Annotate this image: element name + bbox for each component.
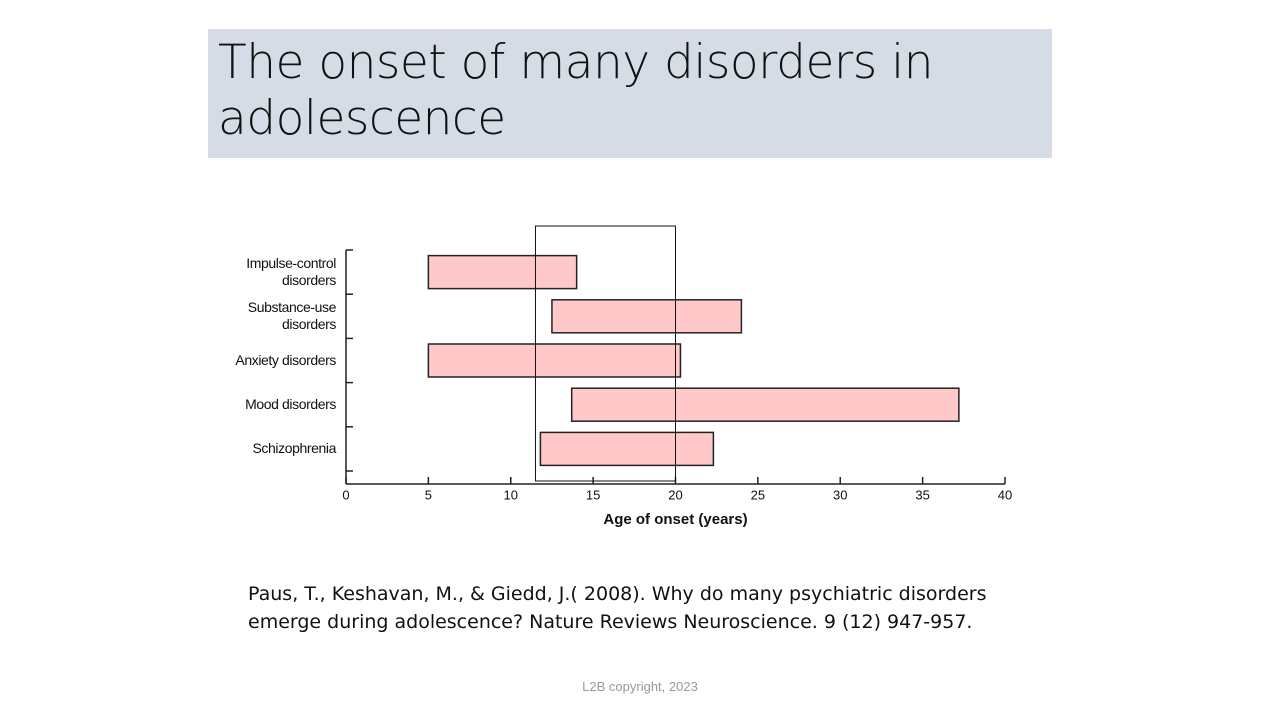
x-tick-label: 30 [833,487,847,502]
category-label: Impulse-control disorders [246,255,336,289]
x-tick-label: 15 [586,487,600,502]
category-label: Substance-use disorders [247,299,337,333]
x-axis-label: Age of onset (years) [603,511,747,528]
category-label: Anxiety disorders [235,352,336,368]
bar [427,254,578,290]
category-label: Schizophrenia [252,440,336,457]
bar [570,387,960,422]
x-tick-label: 5 [425,487,432,502]
bar [551,299,743,334]
x-tick-label: 35 [915,487,929,502]
slide-title: The onset of many disorders in adolescen… [208,29,1052,158]
x-tick-label: 0 [342,487,349,502]
x-tick-label: 20 [668,487,682,502]
x-tick-label: 10 [504,487,518,502]
x-tick-label: 25 [751,487,765,502]
highlight-box [534,225,677,482]
bar [539,431,715,467]
bar [427,343,682,378]
x-tick-label: 40 [998,487,1012,502]
citation: Paus, T., Keshavan, M., & Giedd, J.( 200… [248,583,987,633]
footer: L2B copyright, 2023 [582,679,698,694]
category-label: Mood disorders [245,396,336,413]
